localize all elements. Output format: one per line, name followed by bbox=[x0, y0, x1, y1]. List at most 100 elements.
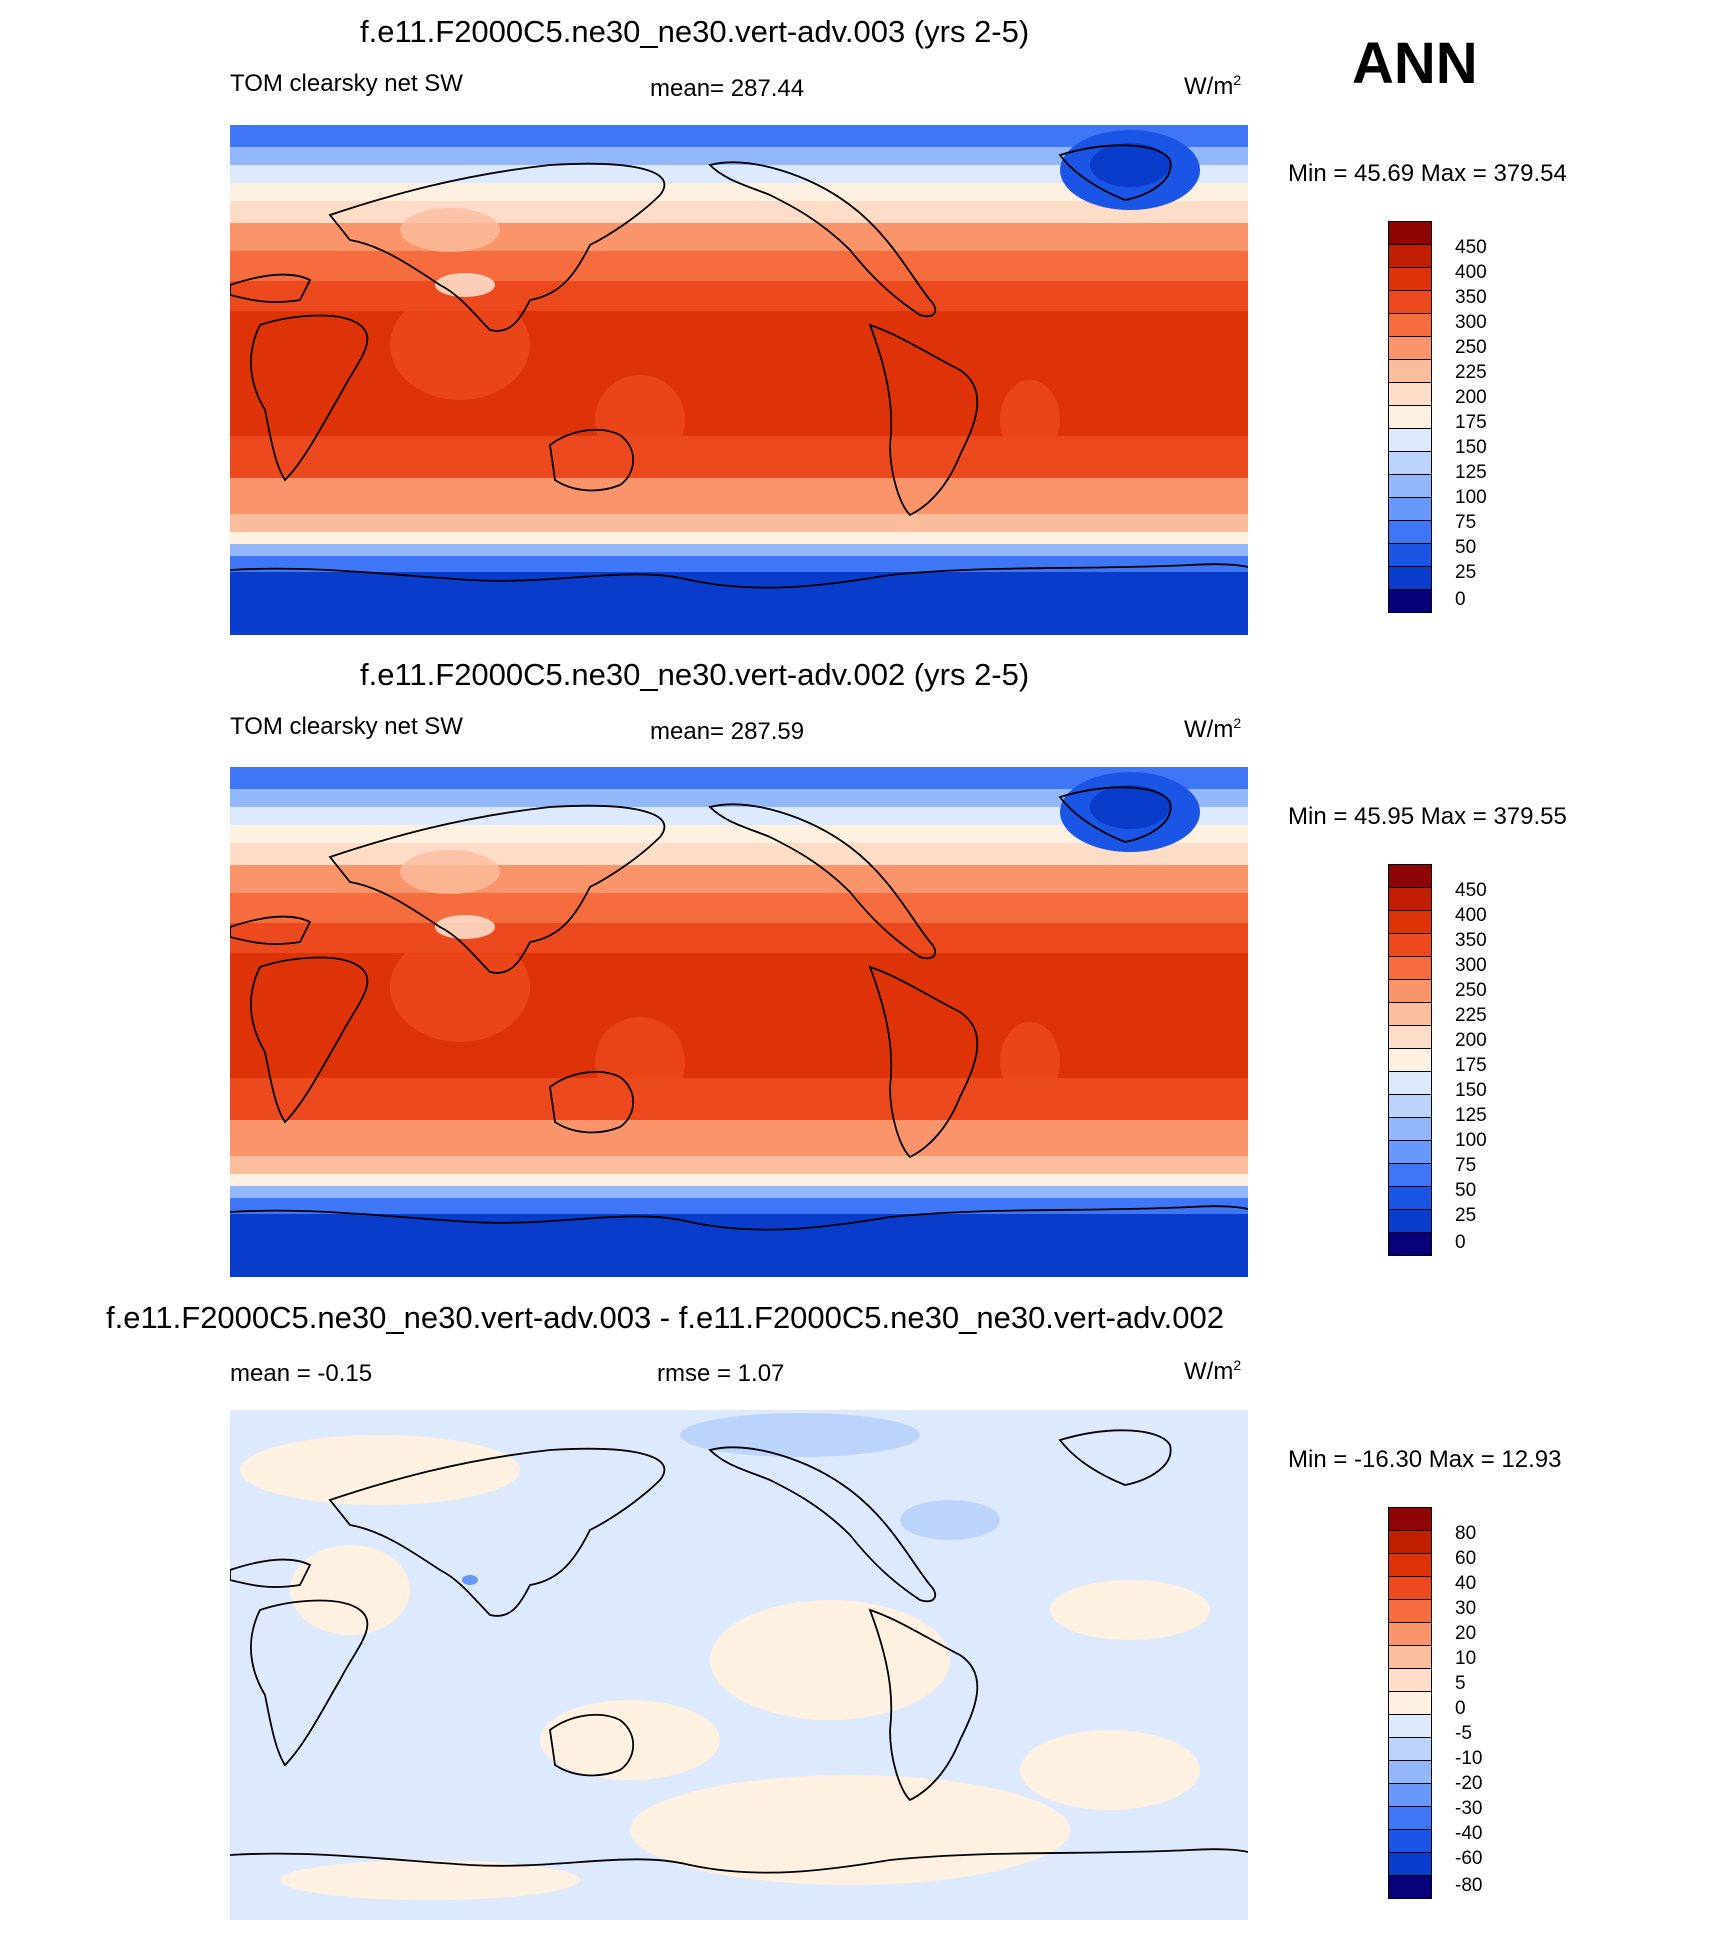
panel-2-colorbar-box bbox=[1388, 1209, 1432, 1233]
panel-3-colorbar-label: 80 bbox=[1455, 1523, 1477, 1544]
panel-3-colorbar-label: 40 bbox=[1455, 1573, 1477, 1594]
panel-3-colorbar-label: -40 bbox=[1455, 1823, 1483, 1844]
panel-2-colorbar-box bbox=[1388, 1094, 1432, 1118]
panel-1-colorbar-label: 150 bbox=[1455, 437, 1487, 458]
panel-3-colorbar-label: -10 bbox=[1455, 1748, 1483, 1769]
panel-1-mean-label: mean= 287.44 bbox=[650, 75, 805, 102]
panel-3-colorbar-box bbox=[1388, 1530, 1432, 1554]
panel-2-colorbar-box bbox=[1388, 1140, 1432, 1164]
panel-2-colorbar-box bbox=[1388, 910, 1432, 934]
panel-1-colorbar-box bbox=[1388, 382, 1432, 406]
panel-2-colorbar-label: 250 bbox=[1455, 980, 1487, 1001]
panel-1-colorbar-label: 450 bbox=[1455, 237, 1487, 258]
panel-1-colorbar-box bbox=[1388, 497, 1432, 521]
panel-3-colorbar-box bbox=[1388, 1714, 1432, 1738]
panel-2-colorbar-box bbox=[1388, 956, 1432, 980]
panel-3-colorbar-label: 5 bbox=[1455, 1673, 1466, 1694]
panel-3-map bbox=[230, 1410, 1248, 1920]
panel-1-colorbar-box bbox=[1388, 336, 1432, 360]
panel-3-colorbar-label: -60 bbox=[1455, 1848, 1483, 1869]
panel-3-colorbar-label: -5 bbox=[1455, 1723, 1472, 1744]
panel-2-title: f.e11.F2000C5.ne30_ne30.vert-adv.002 (yr… bbox=[360, 657, 1030, 692]
panel-1-colorbar-label: 350 bbox=[1455, 287, 1487, 308]
panel-1-colorbar-label: 300 bbox=[1455, 312, 1487, 333]
panel-3-colorbar bbox=[1388, 1507, 1432, 1899]
panel-1-colorbar-label: 400 bbox=[1455, 262, 1487, 283]
panel-1-colorbar-label: 25 bbox=[1455, 562, 1477, 583]
panel-2-colorbar-box bbox=[1388, 1186, 1432, 1210]
panel-3-colorbar-box bbox=[1388, 1875, 1432, 1899]
panel-2-colorbar-label: 125 bbox=[1455, 1105, 1487, 1126]
panel-1-units: W/m2 bbox=[1184, 72, 1242, 100]
panel-2-colorbar-box bbox=[1388, 1163, 1432, 1187]
panel-2-colorbar-label: 150 bbox=[1455, 1080, 1487, 1101]
panel-2-colorbar-label: 450 bbox=[1455, 880, 1487, 901]
panel-1-colorbar-box bbox=[1388, 451, 1432, 475]
panel-3-colorbar-box bbox=[1388, 1599, 1432, 1623]
panel-1-colorbar bbox=[1388, 221, 1432, 613]
panel-2-colorbar-label: 50 bbox=[1455, 1180, 1477, 1201]
panel-3-title: f.e11.F2000C5.ne30_ne30.vert-adv.003 - f… bbox=[106, 1300, 1224, 1335]
panel-3-rmse-label: rmse = 1.07 bbox=[657, 1360, 785, 1387]
panel-2-colorbar-label: 350 bbox=[1455, 930, 1487, 951]
panel-1-colorbar-box bbox=[1388, 313, 1432, 337]
panel-2-colorbar-box bbox=[1388, 933, 1432, 957]
panel-3-colorbar-box bbox=[1388, 1783, 1432, 1807]
panel-3-colorbar-box bbox=[1388, 1576, 1432, 1600]
panel-1-title: f.e11.F2000C5.ne30_ne30.vert-adv.003 (yr… bbox=[360, 14, 1030, 49]
panel-2-colorbar-label: 200 bbox=[1455, 1030, 1487, 1051]
panel-1-variable-label: TOM clearsky net SW bbox=[230, 70, 463, 97]
panel-1-colorbar-box bbox=[1388, 405, 1432, 429]
panel-3-colorbar-box bbox=[1388, 1622, 1432, 1646]
panel-2-colorbar-box bbox=[1388, 1002, 1432, 1026]
panel-1-map bbox=[230, 125, 1248, 635]
panel-2-colorbar-box bbox=[1388, 1117, 1432, 1141]
panel-2-colorbar-box bbox=[1388, 1071, 1432, 1095]
panel-2-colorbar-label: 75 bbox=[1455, 1155, 1477, 1176]
panel-2-colorbar-label: 25 bbox=[1455, 1205, 1477, 1226]
panel-1-colorbar-box bbox=[1388, 520, 1432, 544]
panel-1-colorbar-label: 200 bbox=[1455, 387, 1487, 408]
panel-1-colorbar-box bbox=[1388, 474, 1432, 498]
panel-2-colorbar-box bbox=[1388, 1048, 1432, 1072]
panel-2-colorbar-box bbox=[1388, 864, 1432, 888]
panel-3-colorbar-box bbox=[1388, 1737, 1432, 1761]
panel-1-colorbar-label: 125 bbox=[1455, 462, 1487, 483]
panel-1-colorbar-box bbox=[1388, 290, 1432, 314]
panel-1-colorbar-label: 225 bbox=[1455, 362, 1487, 383]
panel-3-colorbar-box bbox=[1388, 1691, 1432, 1715]
panel-1-colorbar-box bbox=[1388, 589, 1432, 613]
panel-2-colorbar-box bbox=[1388, 1232, 1432, 1256]
panel-3-colorbar-label: -20 bbox=[1455, 1773, 1483, 1794]
panel-2-colorbar-label: 400 bbox=[1455, 905, 1487, 926]
panel-2-colorbar-label: 0 bbox=[1455, 1232, 1466, 1253]
panel-1-colorbar-label: 75 bbox=[1455, 512, 1477, 533]
panel-3-colorbar-label: 10 bbox=[1455, 1648, 1477, 1669]
panel-1-minmax: Min = 45.69 Max = 379.54 bbox=[1288, 160, 1567, 187]
panel-3-mean-label: mean = -0.15 bbox=[230, 1360, 373, 1387]
panel-2-minmax: Min = 45.95 Max = 379.55 bbox=[1288, 803, 1567, 830]
panel-3-colorbar-label: 20 bbox=[1455, 1623, 1477, 1644]
panel-1-colorbar-box bbox=[1388, 566, 1432, 590]
panel-3-colorbar-label: 60 bbox=[1455, 1548, 1477, 1569]
panel-3-units: W/m2 bbox=[1184, 1357, 1242, 1385]
panel-2-colorbar-label: 225 bbox=[1455, 1005, 1487, 1026]
panel-2-variable-label: TOM clearsky net SW bbox=[230, 713, 463, 740]
panel-2-colorbar-box bbox=[1388, 887, 1432, 911]
panel-2-map bbox=[230, 767, 1248, 1277]
panel-2-colorbar bbox=[1388, 864, 1432, 1256]
panel-1-colorbar-box bbox=[1388, 244, 1432, 268]
panel-1-colorbar-label: 50 bbox=[1455, 537, 1477, 558]
panel-2-colorbar-label: 100 bbox=[1455, 1130, 1487, 1151]
panel-1-colorbar-box bbox=[1388, 221, 1432, 245]
panel-3-colorbar-label: 0 bbox=[1455, 1698, 1466, 1719]
panel-2-colorbar-box bbox=[1388, 1025, 1432, 1049]
panel-3-colorbar-box bbox=[1388, 1668, 1432, 1692]
panel-2-mean-label: mean= 287.59 bbox=[650, 718, 805, 745]
panel-1-colorbar-box bbox=[1388, 428, 1432, 452]
panel-3-colorbar-label: 30 bbox=[1455, 1598, 1477, 1619]
panel-3-colorbar-box bbox=[1388, 1829, 1432, 1853]
panel-3-colorbar-box bbox=[1388, 1760, 1432, 1784]
panel-3-colorbar-box bbox=[1388, 1852, 1432, 1876]
panel-1-colorbar-label: 100 bbox=[1455, 487, 1487, 508]
